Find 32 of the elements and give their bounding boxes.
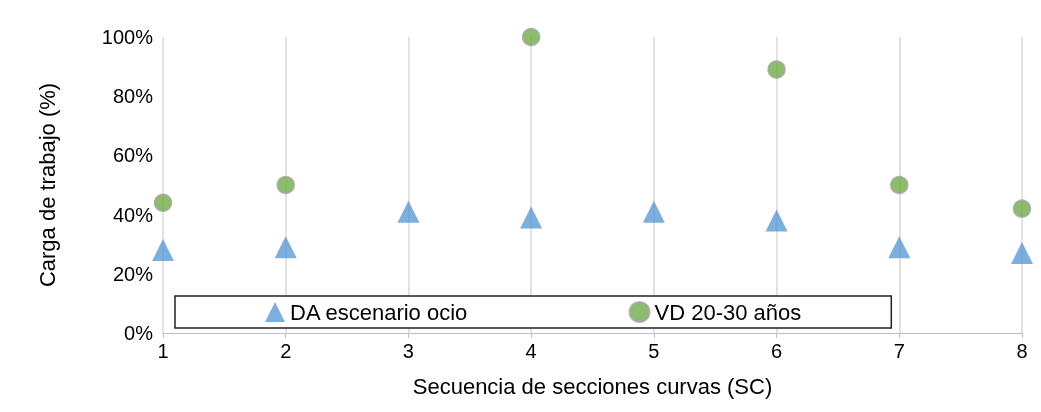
point — [890, 175, 909, 195]
point — [397, 200, 420, 223]
x-tick-label: 7 — [893, 340, 905, 362]
x-tick-label: 6 — [771, 340, 783, 362]
legend-label: VD 20-30 años — [654, 299, 802, 325]
y-tick-label: 40% — [112, 203, 154, 226]
y-tick-label: 60% — [112, 144, 154, 167]
point — [521, 27, 541, 47]
x-axis-title: Secuencia de secciones curvas (SC) — [412, 373, 773, 399]
point — [1011, 242, 1033, 265]
point — [276, 175, 295, 195]
point — [152, 239, 174, 262]
y-axis-title: Carga de trabajo (%) — [34, 82, 60, 288]
x-tick-label: 2 — [280, 340, 292, 362]
point — [274, 236, 297, 259]
y-tick-label: 0% — [124, 322, 154, 344]
point — [765, 209, 788, 232]
x-tick-label: 5 — [648, 340, 660, 362]
y-tick-label: 80% — [112, 85, 154, 108]
legend-label: DA escenario ocio — [290, 299, 468, 325]
y-tick-label: 20% — [112, 262, 154, 285]
point — [888, 236, 911, 259]
point — [153, 193, 173, 213]
x-tick-label: 3 — [402, 340, 414, 362]
point — [767, 60, 786, 79]
point — [520, 206, 543, 229]
point — [642, 200, 665, 223]
x-tick-label: 4 — [525, 340, 537, 362]
x-tick-label: 1 — [157, 340, 169, 362]
x-tick-label: 8 — [1016, 340, 1028, 362]
y-tick-label: 100% — [101, 26, 154, 48]
point — [1012, 199, 1032, 218]
